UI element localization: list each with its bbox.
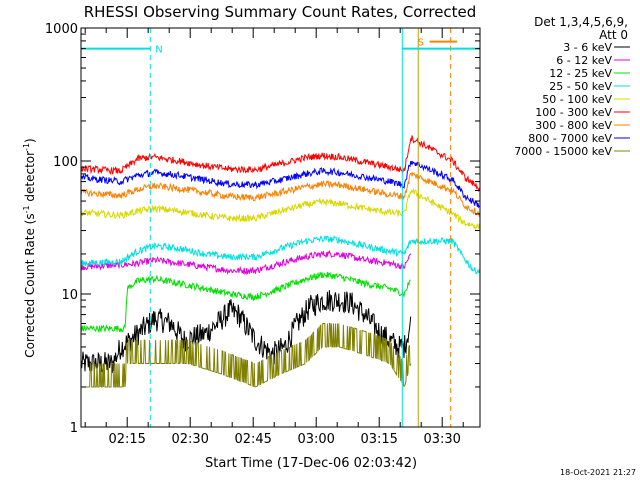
y-tick-label-100: 100: [53, 155, 78, 170]
flag-label-n: N: [155, 45, 162, 56]
axis-layer: 1 10 100 1000 02:15 02:30 02:45 03:00 03:15 03:30: [45, 22, 480, 447]
flag-layer: NS: [81, 28, 481, 427]
legend-label-25-50-kev: 25 - 50 keV: [549, 80, 612, 93]
svg-text:Corrected Count Rate (s-1 dete: Corrected Count Rate (s-1 detector-1): [22, 138, 37, 357]
y-axis-label-sup2: -1: [22, 143, 31, 151]
legend-label-6-12-kev: 6 - 12 keV: [556, 54, 612, 67]
y-tick-label-1: 1: [70, 421, 78, 436]
series-line-300-800-kev: [81, 172, 480, 217]
y-axis-label-main: Corrected Count Rate (s: [23, 213, 37, 357]
x-axis-label: Start Time (17-Dec-06 02:03:42): [205, 456, 417, 471]
x-tick-label-0315: 03:15: [360, 432, 397, 447]
series-line-3-6-kev: [81, 290, 412, 373]
x-tick-label-0330: 03:30: [423, 432, 460, 447]
legend-label-12-25-kev: 12 - 25 keV: [549, 67, 612, 80]
series-line-6-12-kev: [81, 249, 412, 276]
legend-label-100-300-kev: 100 - 300 keV: [535, 106, 612, 119]
y-axis-label: Corrected Count Rate (s-1 detector-1): [22, 138, 37, 357]
legend-label-3-6-kev: 3 - 6 keV: [563, 41, 612, 54]
plot-frame: [80, 27, 481, 428]
legend-label-300-800-kev: 300 - 800 keV: [535, 119, 612, 132]
x-tick-label-0245: 02:45: [234, 432, 271, 447]
series-line-25-50-kev: [81, 234, 480, 275]
y-axis-label-sup1: -1: [22, 205, 31, 213]
x-tick-label-0215: 02:15: [108, 432, 145, 447]
y-tick-label-1000: 1000: [45, 22, 78, 37]
legend-label-800-7000-kev: 800 - 7000 keV: [528, 132, 612, 145]
legend-header-attenuator: Att 0: [599, 28, 628, 42]
x-tick-label-0230: 02:30: [171, 432, 208, 447]
series-line-100-300-kev: [81, 135, 480, 193]
series-line-50-100-kev: [81, 187, 480, 231]
x-tick-label-0300: 03:00: [297, 432, 334, 447]
y-tick-label-10: 10: [61, 288, 78, 303]
series-line-800-7000-kev: [81, 160, 480, 209]
series-line-12-25-kev: [81, 271, 411, 334]
y-axis-label-mid: detector: [23, 151, 37, 206]
timestamp: 18-Oct-2021 21:27: [560, 468, 636, 477]
series-line-7000-15000-kev: [81, 323, 412, 388]
plot-content: [81, 135, 480, 388]
flag-label-s: S: [418, 38, 424, 49]
chart-title: RHESSI Observing Summary Count Rates, Co…: [84, 3, 477, 21]
legend-label-50-100-kev: 50 - 100 keV: [542, 93, 612, 106]
legend-header-detectors: Det 1,3,4,5,6,9,: [534, 15, 628, 29]
legend-label-7000-15000-kev: 7000 - 15000 keV: [514, 145, 612, 158]
y-axis-label-end: ): [23, 138, 37, 143]
